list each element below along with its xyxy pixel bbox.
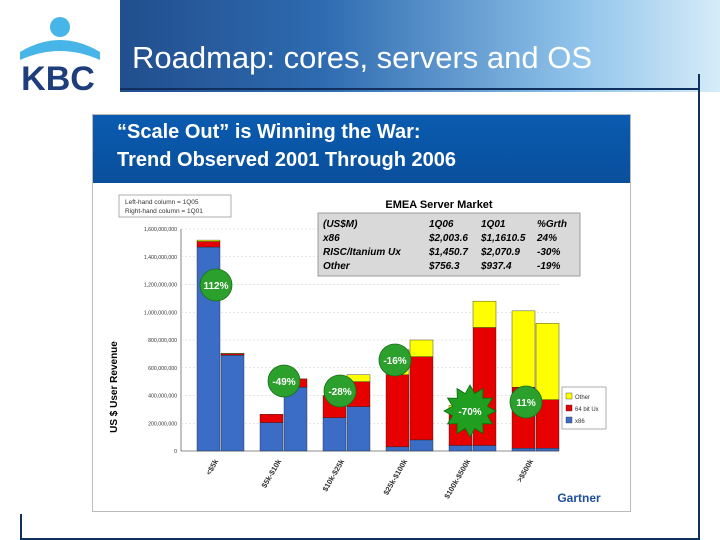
- change-badge-label: 112%: [203, 281, 228, 292]
- y-tick-label: 200,000,000: [148, 421, 177, 427]
- market-title: EMEA Server Market: [385, 199, 493, 211]
- banner-line-1: “Scale Out” is Winning the War:: [117, 121, 421, 143]
- bar-segment-x86: [346, 406, 371, 452]
- bar-segment-x86: [448, 445, 473, 452]
- market-table-cell: $1,450.7: [428, 247, 468, 258]
- market-table-cell: $937.4: [480, 261, 512, 272]
- y-tick-label: 1,000,000,000: [144, 310, 177, 316]
- legend-swatch: [565, 404, 573, 412]
- bar-segment-ux: [409, 356, 434, 441]
- change-badge-label: -28%: [328, 387, 351, 398]
- bar-segment-other: [472, 300, 497, 328]
- x-tick-label: $25k-$100k: [381, 457, 409, 497]
- bar-segment-x86: [322, 417, 347, 452]
- header-band: [0, 0, 720, 92]
- change-badge-shape: [509, 385, 543, 419]
- change-badge-shape: [199, 268, 233, 302]
- bar-segment-ux: [220, 353, 245, 356]
- x-tick-label: >$500k: [515, 457, 536, 484]
- change-badge-label: -16%: [383, 356, 406, 367]
- bar-segment-other: [535, 323, 560, 400]
- change-badge-shape: [323, 374, 357, 408]
- market-table-cell: 24%: [536, 233, 557, 244]
- change-badge-shape: [443, 384, 497, 438]
- market-table-cell: $2,003.6: [428, 233, 468, 244]
- bar-segment-x86: [259, 422, 284, 452]
- bar-segment-ux: [196, 241, 221, 248]
- y-tick-label: 1,400,000,000: [144, 255, 177, 261]
- x-tick-label: $5k-$10k: [260, 457, 284, 490]
- bar-segment-other: [196, 239, 221, 242]
- column-key-left: Left-hand column = 1Q05: [125, 199, 199, 206]
- bar-segment-x86: [385, 446, 410, 452]
- y-tick-label: 400,000,000: [148, 394, 177, 400]
- revenue-chart: 0 200,000,000 400,000,000 600,000,000 800,00…: [109, 194, 607, 505]
- column-key: Left-hand column = 1Q05 Right-hand colum…: [118, 194, 232, 218]
- right-divider: [698, 74, 700, 540]
- market-table-cell: $2,070.9: [480, 247, 520, 258]
- slide-banner: “Scale Out” is Winning the War: Trend Ob…: [93, 115, 630, 183]
- y-tick-label: 600,000,000: [148, 366, 177, 372]
- bar-segment-ux: [259, 414, 284, 423]
- market-table-cell: -30%: [537, 247, 560, 258]
- kbc-logo-icon: KBC: [18, 17, 100, 98]
- market-table-cell: RISC/Itanium Ux: [323, 247, 401, 258]
- market-table-cell: $756.3: [428, 261, 460, 272]
- legend-swatch: [565, 392, 573, 400]
- change-badge-shape: [378, 343, 412, 377]
- gartner-source: Gartner: [557, 491, 601, 505]
- page-title: Roadmap: cores, servers and OS: [132, 40, 593, 75]
- banner-line-2: Trend Observed 2001 Through 2006: [117, 149, 457, 171]
- left-divider: [20, 514, 22, 540]
- chart-legend: Other 64 bit Ux x86: [561, 386, 607, 430]
- y-tick-label: 1,600,000,000: [144, 227, 177, 233]
- bar-segment-x86: [511, 448, 536, 452]
- legend-label: x86: [575, 419, 585, 425]
- change-badge-label: -49%: [272, 377, 295, 388]
- bar-segment-x86: [472, 445, 497, 452]
- market-table-cell: x86: [322, 233, 340, 244]
- bar-segment-x86: [409, 439, 434, 452]
- change-badge-label: -70%: [458, 407, 481, 418]
- market-table-cell: Other: [323, 261, 351, 272]
- logo-text: KBC: [21, 60, 95, 96]
- legend-label: 64 bit Ux: [575, 407, 599, 413]
- market-table-header: (US$M): [323, 219, 358, 230]
- x-tick-label: $100k-$500k: [442, 457, 472, 501]
- y-tick-label: 0: [174, 449, 177, 455]
- header-rule: [120, 88, 700, 90]
- market-table-header: 1Q01: [481, 219, 506, 230]
- market-table-cell: -19%: [537, 261, 560, 272]
- bar-segment-x86: [535, 448, 560, 452]
- x-tick-label: <$5k: [204, 457, 221, 477]
- market-table: (US$M) 1Q06 1Q01 %Grth x86 $2,003.6 $1,1610.5 2…: [317, 212, 581, 277]
- change-badge-label: 11%: [516, 398, 536, 409]
- embedded-slide: “Scale Out” is Winning the War: Trend Ob…: [92, 114, 631, 512]
- y-tick-label: 800,000,000: [148, 338, 177, 344]
- bar-segment-ux: [385, 374, 410, 448]
- bar-segment-other: [409, 339, 434, 357]
- market-table-header: 1Q06: [429, 219, 454, 230]
- legend-label: Other: [575, 395, 590, 401]
- market-table-cell: $1,1610.5: [480, 233, 526, 244]
- change-badge-shape: [267, 364, 301, 398]
- legend-swatch: [565, 416, 573, 424]
- chart-y-label: US $ User Revenue: [109, 341, 120, 433]
- bar-segment-other: [220, 352, 245, 355]
- y-tick-label: 1,200,000,000: [144, 283, 177, 289]
- logo: KBC: [0, 0, 120, 98]
- bar-segment-other: [511, 310, 536, 388]
- market-table-header: %Grth: [537, 219, 567, 230]
- column-key-right: Right-hand column = 1Q01: [125, 208, 203, 215]
- x-tick-label: $10k-$25k: [321, 457, 347, 493]
- bar-segment-x86: [220, 355, 245, 452]
- bottom-divider: [20, 538, 700, 540]
